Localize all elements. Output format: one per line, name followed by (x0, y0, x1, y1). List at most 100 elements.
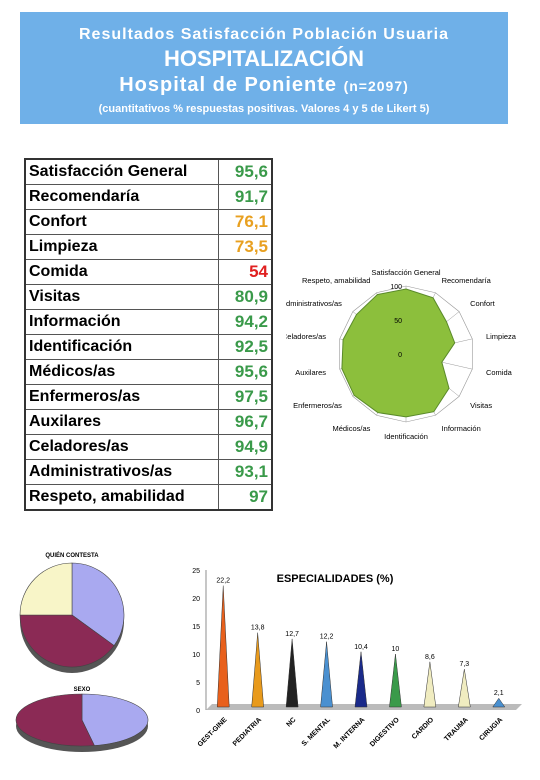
score-row: Médicos/as 95,6 (24, 359, 273, 385)
radar-axis-label: Respeto, amabilidad (302, 276, 370, 285)
category-label: M. INTERNA (333, 716, 367, 750)
score-label: Comida (24, 259, 219, 285)
score-value: 73,5 (218, 234, 273, 260)
bar-s-mental (320, 641, 333, 708)
category-label: CIRUGIA (478, 716, 504, 742)
category-label: DIGESTIVO (369, 716, 401, 748)
header-banner: Resultados Satisfacción Población Usuari… (20, 12, 508, 124)
bar-value-label: 7,3 (459, 661, 469, 668)
score-row: Visitas 80,9 (24, 284, 273, 310)
bar-value-label: 2,1 (494, 690, 504, 697)
score-label: Médicos/as (24, 359, 219, 385)
score-value: 96,7 (218, 409, 273, 435)
radar-series (341, 288, 456, 418)
score-row: Limpieza 73,5 (24, 234, 273, 260)
score-value: 95,6 (218, 359, 273, 385)
header-line3: Hospital de Poniente (n=2097) (20, 74, 508, 97)
score-label: Confort (24, 209, 219, 235)
header-line1: Resultados Satisfacción Población Usuari… (79, 26, 449, 43)
radar-axis-label: Administrativos/as (286, 299, 342, 308)
bar-chart: ESPECIALIDADES (%) 0 5 10 15 20 25 22,2 GEST-GIN… (192, 568, 522, 750)
score-label: Enfermeros/as (24, 384, 219, 410)
y-tick-label: 10 (192, 652, 200, 659)
score-value: 97 (218, 484, 273, 511)
bar-m-interna (354, 651, 368, 708)
y-tick-label: 20 (192, 596, 200, 603)
radar-axis-label: Información (442, 424, 481, 433)
bar-value-label: 12,7 (285, 631, 299, 638)
score-label: Identificación (24, 334, 219, 360)
score-label: Celadores/as (24, 434, 219, 460)
radar-axis-label: Enfermeros/as (293, 401, 342, 410)
score-row: Administrativos/as 93,1 (24, 459, 273, 485)
pie-slice (71, 562, 125, 646)
y-tick-label: 5 (196, 680, 200, 687)
score-value: 91,7 (218, 184, 273, 210)
score-label: Satisfacción General (24, 158, 219, 185)
category-label: NC (285, 716, 297, 728)
bar-cirugia (492, 697, 506, 708)
score-row: Enfermeros/as 97,5 (24, 384, 273, 410)
bar-value-label: 13,8 (251, 625, 265, 632)
score-value: 94,9 (218, 434, 273, 460)
radar-axis-label: Visitas (470, 401, 492, 410)
bar-cardio (423, 661, 437, 708)
bar-nc (285, 638, 299, 708)
score-value: 95,6 (218, 158, 273, 185)
y-tick-label: 25 (192, 568, 200, 575)
radar-axis-label: Auxilares (295, 368, 326, 377)
score-label: Administrativos/as (24, 459, 219, 485)
bar-value-label: 8,6 (425, 654, 435, 661)
pie-title: SEXO (74, 687, 91, 693)
score-row: Confort 76,1 (24, 209, 273, 235)
radar-axis-label: Identificación (384, 432, 428, 441)
score-label: Auxilares (24, 409, 219, 435)
radar-axis-label: Limpieza (486, 332, 517, 341)
category-label: CARDIO (411, 716, 436, 741)
score-row: Identificación 92,5 (24, 334, 273, 360)
score-value: 93,1 (218, 459, 273, 485)
bar-gest-gine (216, 585, 230, 708)
radar-tick: 100 (390, 284, 402, 291)
score-value: 76,1 (218, 209, 273, 235)
score-value: 97,5 (218, 384, 273, 410)
score-label: Limpieza (24, 234, 219, 260)
pie-slice (15, 693, 95, 747)
score-label: Información (24, 309, 219, 335)
score-row: Auxilares 96,7 (24, 409, 273, 435)
y-tick-label: 15 (192, 624, 200, 631)
bar-value-label: 10,4 (354, 644, 368, 651)
score-row: Satisfacción General 95,6 (24, 158, 273, 185)
category-label: TRAUMA (443, 716, 469, 742)
score-value: 80,9 (218, 284, 273, 310)
score-row: Comida 54 (24, 259, 273, 285)
radar-axis-label: Confort (470, 299, 496, 308)
radar-axis-label: Médicos/as (332, 424, 370, 433)
score-value: 92,5 (218, 334, 273, 360)
radar-tick: 0 (398, 352, 402, 359)
bar-digestivo (389, 653, 402, 708)
score-label: Visitas (24, 284, 219, 310)
pie-slice (81, 693, 149, 746)
bar-value-label: 22,2 (216, 578, 230, 585)
bar-chart-title: ESPECIALIDADES (%) (277, 573, 394, 585)
pie-slice (19, 562, 73, 616)
score-value: 94,2 (218, 309, 273, 335)
pie-charts: QUIÉN CONTESTA SEXO (15, 551, 149, 752)
radar-axis-label: Comida (486, 368, 513, 377)
pie-title: QUIÉN CONTESTA (45, 551, 99, 559)
radar-axis-label: Recomendaría (442, 276, 492, 285)
radar-axis-label: Satisfacción General (371, 268, 441, 277)
score-row: Celadores/as 94,9 (24, 434, 273, 460)
scores-table: Satisfacción General 95,6 Recomendaría 91,7… (24, 158, 273, 511)
bar-trauma (458, 669, 471, 708)
sample-size: (n=2097) (343, 78, 409, 94)
bar-value-label: 10 (392, 646, 400, 653)
header-line2: HOSPITALIZACIÓN (163, 46, 365, 71)
score-row: Recomendaría 91,7 (24, 184, 273, 210)
score-label: Respeto, amabilidad (24, 484, 219, 511)
category-label: PEDIATRIA (232, 716, 263, 747)
header-line4: (cuantitativos % respuestas positivas. V… (98, 103, 430, 115)
radar-axis-label: Celadores/as (286, 332, 326, 341)
